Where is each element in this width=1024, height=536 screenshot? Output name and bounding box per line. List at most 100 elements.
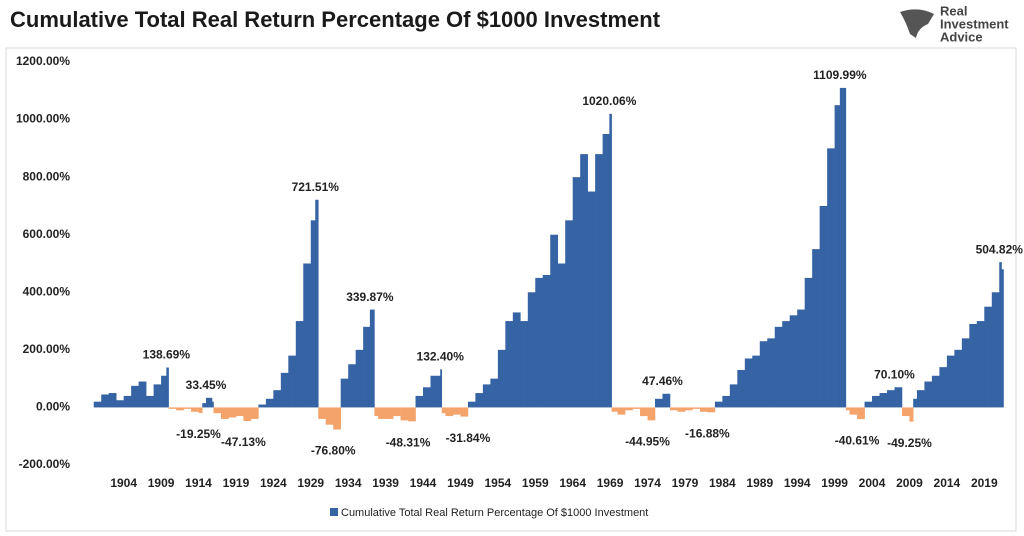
- area-slice: [812, 249, 820, 408]
- area-slice: [557, 263, 566, 408]
- x-tick-label: 1954: [485, 476, 512, 490]
- area-slice: [976, 321, 985, 408]
- x-tick-label: 1984: [709, 476, 736, 490]
- area-slice: [625, 407, 633, 411]
- area-slice: [595, 154, 603, 408]
- x-tick-label: 1904: [110, 476, 137, 490]
- data-label: 721.51%: [292, 180, 340, 194]
- area-slice: [684, 407, 693, 411]
- area-slice: [737, 370, 746, 408]
- data-label: -44.95%: [625, 435, 670, 449]
- area-slice: [168, 407, 177, 409]
- data-label: 70.10%: [874, 367, 915, 381]
- data-label: -49.25%: [887, 436, 932, 450]
- area-slice: [782, 321, 791, 408]
- area-slice: [722, 395, 731, 408]
- area-slice: [202, 403, 207, 408]
- data-label: 132.40%: [417, 349, 465, 363]
- area-slice: [961, 338, 970, 408]
- area-slice: [441, 407, 446, 414]
- area-slice: [662, 393, 671, 408]
- legend-label: Cumulative Total Real Return Percentage …: [341, 507, 648, 519]
- area-slice: [205, 397, 213, 408]
- data-label: -47.13%: [221, 435, 266, 449]
- area-slice: [729, 384, 738, 408]
- data-label: -40.61%: [835, 433, 880, 447]
- data-label: 1109.99%: [813, 68, 867, 82]
- x-tick-label: 2004: [859, 476, 886, 490]
- data-label: 33.45%: [186, 378, 227, 392]
- area-slice: [939, 367, 948, 408]
- area-slice: [819, 205, 828, 408]
- area-slice: [827, 148, 835, 408]
- x-tick-label: 1979: [672, 476, 699, 490]
- area-slice: [849, 407, 858, 415]
- area-slice: [363, 326, 371, 408]
- data-label: -31.84%: [446, 431, 491, 445]
- area-slice: [318, 407, 327, 419]
- area-slice: [617, 407, 626, 415]
- area-slice: [909, 407, 914, 422]
- area-slice: [340, 378, 349, 408]
- x-tick-label: 1959: [522, 476, 549, 490]
- y-tick-label: 600.00%: [23, 227, 71, 241]
- area-slice: [767, 338, 776, 408]
- x-tick-label: 1994: [784, 476, 811, 490]
- area-slice: [243, 407, 252, 421]
- area-slice: [415, 395, 424, 408]
- area-slice: [198, 407, 203, 413]
- logo-text: Real: [940, 3, 967, 18]
- x-tick-label: 1969: [597, 476, 624, 490]
- area-slice: [916, 390, 925, 408]
- area-slice: [101, 394, 110, 408]
- x-tick-label: 2019: [971, 476, 998, 490]
- data-label: 504.82%: [976, 242, 1024, 256]
- area-slice: [752, 355, 761, 408]
- logo-icon: [900, 9, 934, 38]
- area-slice: [894, 387, 903, 408]
- area-slice: [408, 407, 416, 422]
- chart-title: Cumulative Total Real Return Percentage …: [10, 7, 661, 32]
- area-slice: [864, 401, 873, 408]
- area-slice: [542, 275, 551, 408]
- area-slice: [497, 349, 506, 408]
- x-tick-label: 1929: [297, 476, 324, 490]
- x-tick-label: 1919: [223, 476, 250, 490]
- area-slice: [839, 87, 847, 408]
- area-slice: [467, 401, 476, 408]
- y-tick-label: 400.00%: [23, 284, 71, 298]
- area-slice: [235, 407, 244, 417]
- area-slice: [707, 407, 716, 413]
- x-tick-label: 1939: [372, 476, 399, 490]
- area-slice: [647, 407, 656, 421]
- area-slice: [131, 385, 139, 408]
- area-slice: [520, 321, 529, 408]
- area-slice: [535, 277, 544, 408]
- area-slice: [632, 407, 641, 409]
- area-slice: [315, 199, 319, 408]
- area-slice: [797, 309, 805, 408]
- legend-swatch: [330, 508, 338, 516]
- area-slice: [669, 407, 678, 411]
- area-slice: [460, 407, 469, 417]
- area-slice: [288, 355, 297, 408]
- area-slice: [677, 407, 686, 412]
- area-slice: [440, 369, 443, 408]
- x-tick-label: 1974: [634, 476, 661, 490]
- area-slice: [834, 105, 841, 408]
- x-tick-label: 1964: [559, 476, 586, 490]
- area-slice: [699, 407, 708, 412]
- x-tick-label: 1989: [746, 476, 773, 490]
- y-tick-label: 1000.00%: [16, 112, 70, 126]
- area-slice: [845, 407, 850, 411]
- area-slice: [505, 321, 514, 408]
- x-tick-label: 1949: [447, 476, 474, 490]
- area-slice: [400, 407, 409, 421]
- logo-text: Investment: [940, 16, 1009, 31]
- area-slice: [93, 401, 102, 408]
- area-slice: [475, 393, 484, 408]
- data-label: -76.80%: [311, 444, 356, 458]
- area-slice: [355, 349, 364, 408]
- area-slice: [872, 395, 880, 408]
